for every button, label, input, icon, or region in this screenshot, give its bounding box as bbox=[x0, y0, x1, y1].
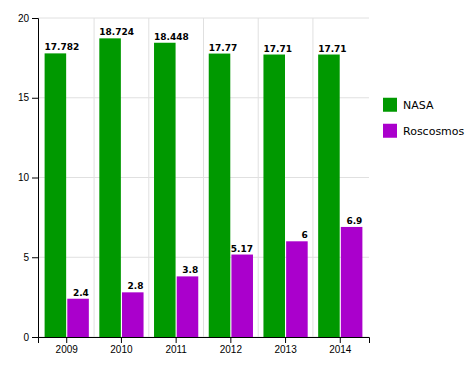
grid bbox=[38, 18, 369, 337]
legend-item: Roscosmos bbox=[383, 124, 465, 138]
legend: NASA Roscosmos bbox=[383, 98, 465, 138]
bar bbox=[154, 43, 176, 337]
data-label: 17.71 bbox=[263, 44, 291, 54]
tick-label: 2009 bbox=[56, 344, 79, 355]
bar bbox=[318, 55, 340, 337]
bar bbox=[341, 227, 363, 337]
legend-swatch bbox=[383, 124, 397, 138]
tick-mark bbox=[176, 337, 177, 343]
tick: 2010 bbox=[110, 337, 133, 355]
tick: 10 bbox=[18, 172, 38, 183]
data-label: 18.448 bbox=[154, 32, 189, 42]
tick: 0 bbox=[23, 332, 38, 343]
group-separator bbox=[312, 18, 313, 337]
bar bbox=[99, 38, 121, 337]
data-label: 6.9 bbox=[346, 216, 362, 226]
bar bbox=[122, 292, 144, 337]
data-label: 17.71 bbox=[318, 44, 346, 54]
tick-label: 2010 bbox=[110, 344, 133, 355]
tick-label: 2011 bbox=[165, 344, 187, 355]
bar bbox=[209, 54, 231, 337]
legend-label: NASA bbox=[403, 99, 434, 112]
tick-label: 10 bbox=[18, 172, 30, 183]
tick-mark bbox=[32, 257, 38, 258]
data-label: 5.17 bbox=[231, 244, 253, 254]
tick-mark bbox=[32, 178, 38, 179]
legend-swatch bbox=[383, 98, 397, 112]
data-label: 2.8 bbox=[128, 281, 144, 291]
tick: 2012 bbox=[220, 337, 243, 355]
bar-series bbox=[67, 227, 362, 337]
tick-label: 20 bbox=[18, 13, 30, 24]
bar bbox=[231, 255, 253, 337]
tick-mark bbox=[32, 98, 38, 99]
data-label: 17.77 bbox=[209, 43, 237, 53]
tick-mark bbox=[340, 337, 341, 343]
tick-mark bbox=[285, 337, 286, 343]
tick-label: 5 bbox=[23, 252, 29, 263]
data-label: 3.8 bbox=[182, 265, 198, 275]
data-labels: 17.782 18.724 18.448 17.77 17.71 17.71 2.4 2.8 3… bbox=[45, 27, 363, 297]
legend-label: Roscosmos bbox=[403, 125, 465, 138]
group-separator bbox=[148, 18, 149, 337]
data-label: 17.782 bbox=[45, 42, 80, 52]
chart: 17.782 18.724 18.448 17.77 17.71 17.71 2.4 2.8 3… bbox=[0, 0, 474, 365]
y-axis: 0 5 10 15 20 bbox=[18, 13, 39, 343]
tick: 2013 bbox=[274, 337, 297, 355]
bar bbox=[67, 299, 89, 337]
bar bbox=[177, 276, 199, 337]
plot: 17.782 18.724 18.448 17.77 17.71 17.71 2.4 2.8 3… bbox=[18, 13, 370, 355]
group-separator bbox=[94, 18, 95, 337]
data-label: 6 bbox=[301, 230, 307, 240]
tick-label: 15 bbox=[18, 92, 30, 103]
tick: 2009 bbox=[56, 337, 79, 355]
tick-mark bbox=[32, 18, 38, 19]
bar bbox=[45, 53, 67, 337]
tick: 15 bbox=[18, 92, 38, 103]
tick: 2014 bbox=[329, 337, 352, 355]
bar bbox=[286, 241, 308, 337]
bars bbox=[45, 38, 363, 337]
axis-line bbox=[39, 338, 370, 344]
data-label: 2.4 bbox=[73, 288, 89, 298]
tick: 5 bbox=[23, 252, 38, 263]
tick-mark bbox=[66, 337, 67, 343]
tick: 2011 bbox=[165, 337, 187, 355]
legend-item: NASA bbox=[383, 98, 434, 112]
tick-mark bbox=[32, 337, 38, 338]
data-label: 18.724 bbox=[99, 27, 134, 37]
tick-label: 2014 bbox=[329, 344, 352, 355]
group-separator bbox=[258, 18, 259, 337]
tick: 20 bbox=[18, 13, 38, 24]
bar bbox=[263, 55, 285, 337]
tick-mark bbox=[121, 337, 122, 343]
axis-line bbox=[32, 19, 39, 338]
tick-label: 2013 bbox=[274, 344, 297, 355]
tick-mark bbox=[230, 337, 231, 343]
group-separator bbox=[203, 18, 204, 337]
tick-label: 2012 bbox=[220, 344, 243, 355]
x-axis: 2009 2010 2011 2012 2013 2014 bbox=[39, 337, 370, 355]
bar-series bbox=[45, 38, 340, 337]
tick-label: 0 bbox=[23, 332, 29, 343]
